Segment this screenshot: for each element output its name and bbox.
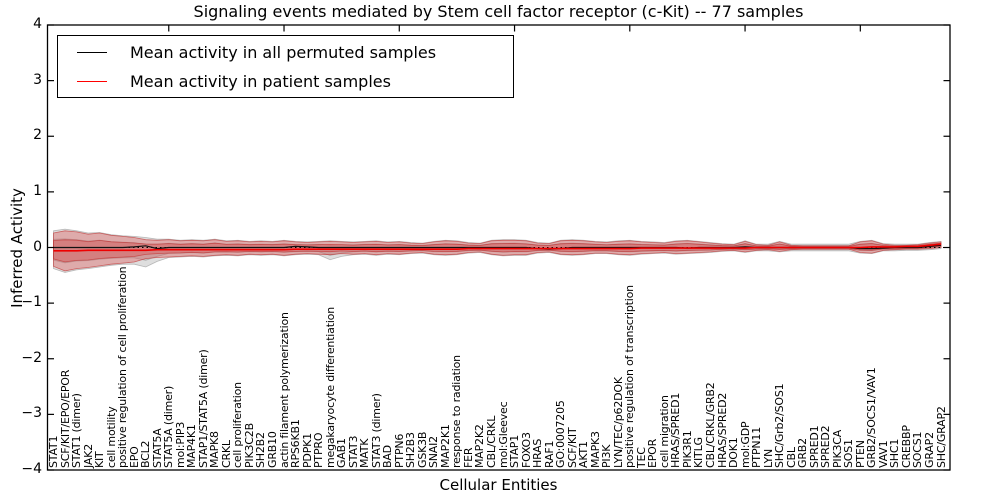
x-tick-label: positive regulation of cell proliferatio… xyxy=(116,266,130,468)
y-tick-label: 1 xyxy=(33,182,42,199)
y-tick-label: −1 xyxy=(21,294,42,311)
x-axis-label: Cellular Entities xyxy=(439,476,558,494)
legend: Mean activity in all permuted samples Me… xyxy=(57,35,514,98)
y-tick-label: −4 xyxy=(21,461,42,477)
y-tick-label: 3 xyxy=(33,71,42,88)
permuted-line-swatch xyxy=(77,51,107,53)
y-tick-label: −2 xyxy=(21,349,42,366)
y-tick-label: 0 xyxy=(33,238,42,255)
legend-entry-permuted: Mean activity in all permuted samples xyxy=(58,41,513,63)
x-tick-label: positive regulation of transcription xyxy=(623,285,637,468)
legend-label: Mean activity in patient samples xyxy=(130,71,391,91)
series-line-1 xyxy=(53,243,942,252)
band-patient-sample-range-inner xyxy=(53,239,942,263)
chart-title: Signaling events mediated by Stem cell f… xyxy=(193,2,804,21)
y-tick-label: 2 xyxy=(33,127,42,144)
legend-entry-patient: Mean activity in patient samples xyxy=(58,70,513,92)
y-tick-label: 4 xyxy=(33,16,42,32)
patient-line-swatch xyxy=(77,80,107,82)
band-patient-sample-range-outer xyxy=(53,230,942,272)
band-permuted-sample-range-outer xyxy=(53,228,942,273)
y-tick-label: −3 xyxy=(21,405,42,422)
x-tick-label: SHC/GRAP2 xyxy=(934,406,948,468)
legend-label: Mean activity in all permuted samples xyxy=(130,42,437,62)
